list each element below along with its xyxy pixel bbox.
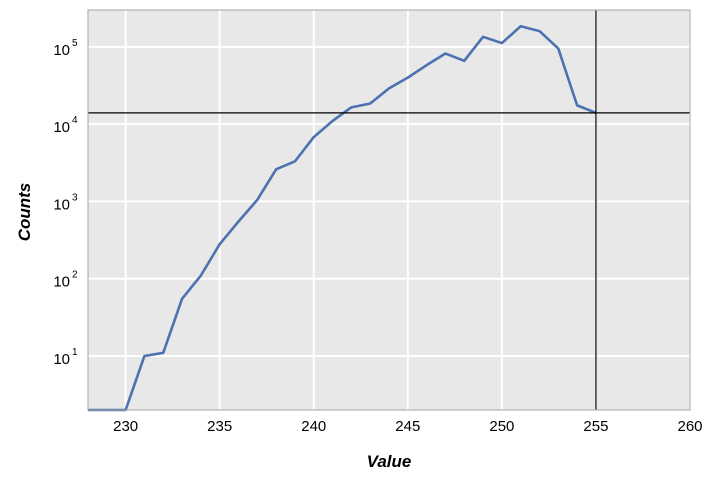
y-tick-label: 10 <box>53 119 70 136</box>
y-tick-exponent: 3 <box>72 192 78 203</box>
y-tick-label: 10 <box>53 274 70 291</box>
y-tick-exponent: 2 <box>72 270 78 281</box>
x-tick-label: 230 <box>113 418 138 435</box>
crosshair <box>88 10 690 410</box>
plot-frame <box>87 9 691 411</box>
x-tick-label: 240 <box>301 418 326 435</box>
y-tick-exponent: 1 <box>72 347 78 358</box>
y-axis-title: Counts <box>15 183 34 242</box>
y-tick-label: 10 <box>53 42 70 59</box>
plot-area <box>88 10 690 410</box>
series-line <box>88 24 597 412</box>
y-tick-exponent: 4 <box>72 115 78 126</box>
series-layer <box>88 24 597 412</box>
y-tick-label: 10 <box>53 351 70 368</box>
x-tick-label: 245 <box>395 418 420 435</box>
x-tick-label: 260 <box>677 418 702 435</box>
x-axis-ticks: 230 235 240 245 250 255 260 <box>113 418 702 435</box>
x-tick-label: 255 <box>583 418 608 435</box>
y-tick-exponent: 5 <box>72 38 78 49</box>
y-tick-label: 10 <box>53 196 70 213</box>
x-tick-label: 235 <box>207 418 232 435</box>
x-tick-label: 250 <box>489 418 514 435</box>
x-axis-title: Value <box>367 452 412 471</box>
